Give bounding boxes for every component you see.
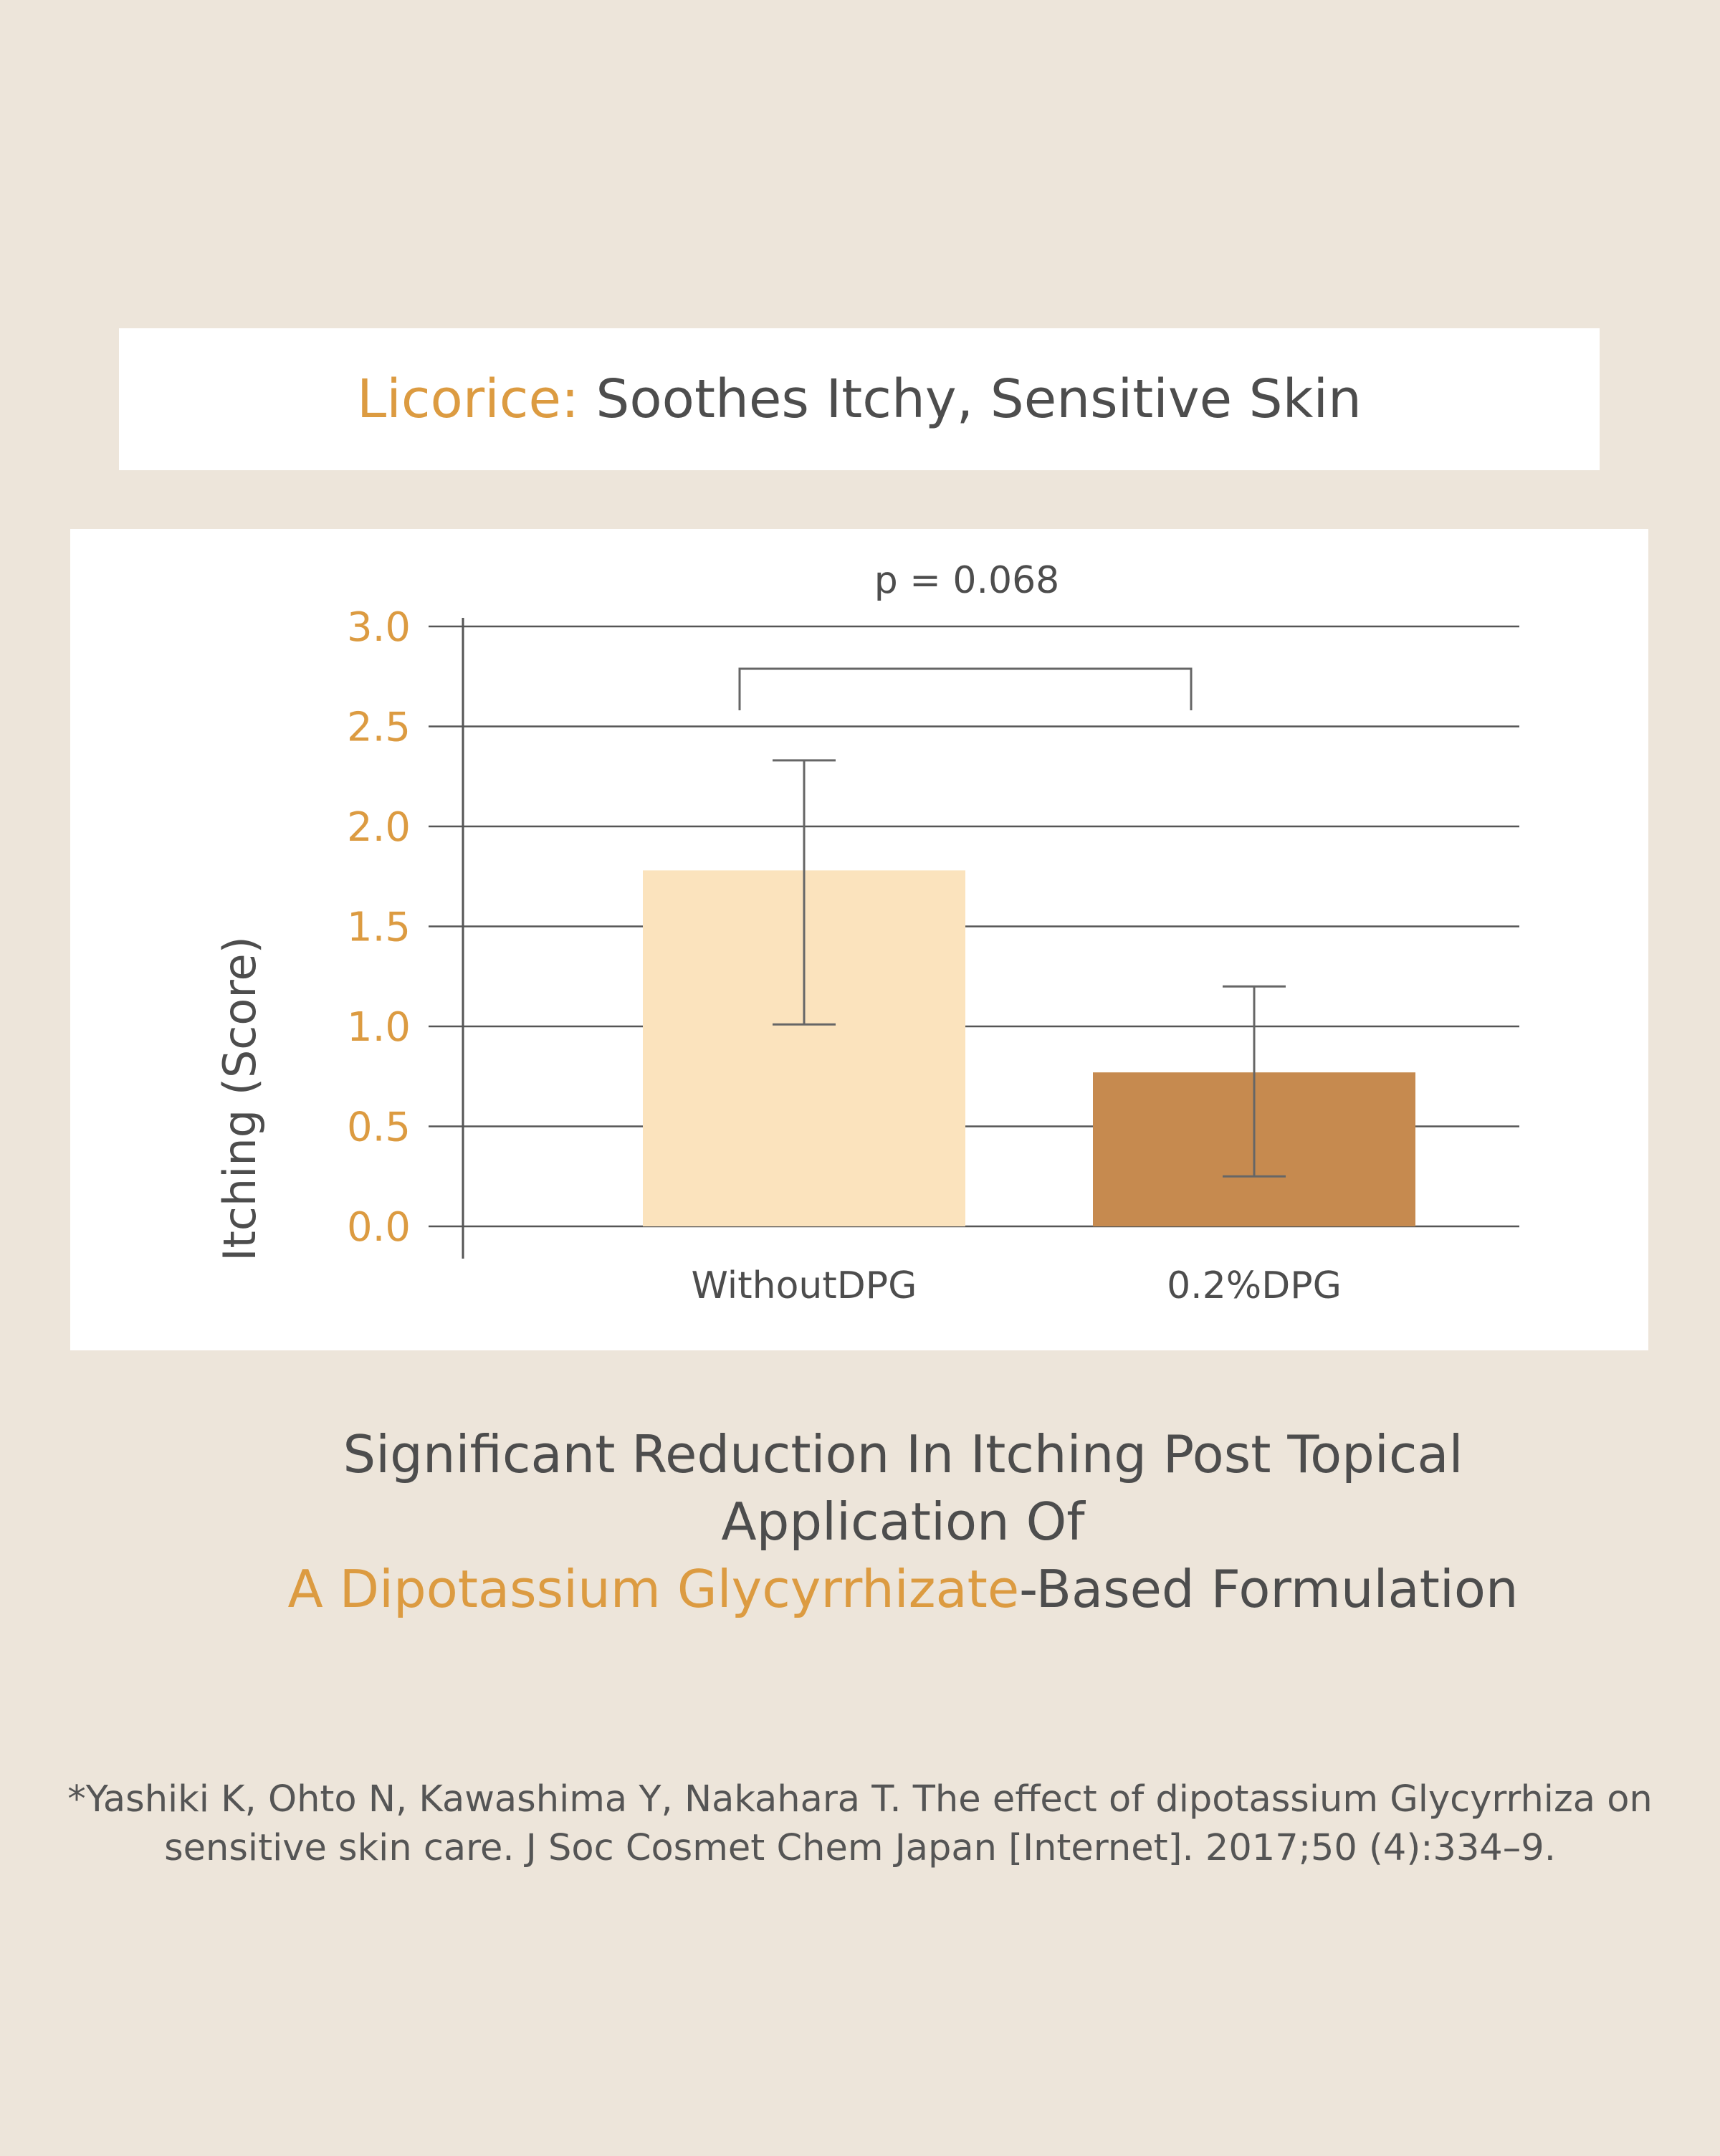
itching-bar-chart: 0.00.51.01.52.02.53.0 WithoutDPG 0.2%DPG … [214, 559, 1519, 1307]
caption-rest: -Based Formulation [1019, 1559, 1519, 1619]
page-title: Licorice: Soothes Itchy, Sensitive Skin [357, 368, 1362, 430]
chart-card: 0.0 0.5 1.0 1.5 2.0 2.5 3.0 WithoutDPG 0.2%DPG … [70, 529, 1648, 1350]
y-tick-label: 0.5 [347, 1105, 411, 1151]
title-banner: Licorice: Soothes Itchy, Sensitive Skin [119, 328, 1600, 470]
caption-line-3: A Dipotassium Glycyrrhizate-Based Formul… [115, 1555, 1691, 1623]
x-tick-label: WithoutDPG [692, 1264, 917, 1307]
y-tick-label: 3.0 [347, 604, 411, 651]
caption: Significant Reduction In Itching Post To… [115, 1421, 1691, 1623]
p-value-annotation: p = 0.068 [874, 559, 1060, 602]
title-rest: Soothes Itchy, Sensitive Skin [578, 368, 1362, 430]
y-tick-label: 0.0 [347, 1204, 411, 1251]
caption-line-2: Application Of [721, 1492, 1085, 1552]
caption-line-1: Significant Reduction In Itching Post To… [343, 1424, 1463, 1484]
significance-bracket [738, 667, 1193, 710]
y-tick-label: 1.5 [347, 905, 411, 951]
y-tick-label: 2.0 [347, 804, 411, 851]
caption-accent: A Dipotassium Glycyrrhizate [287, 1559, 1020, 1619]
reference-citation: *Yashiki K, Ohto N, Kawashima Y, Nakahar… [29, 1775, 1691, 1873]
y-axis-label: Itching (Score) [214, 936, 266, 1261]
reference-line-2: sensitive skin care. J Soc Cosmet Chem J… [164, 1827, 1556, 1869]
x-tick-label: 0.2%DPG [1167, 1264, 1342, 1307]
reference-line-1: *Yashiki K, Ohto N, Kawashima Y, Nakahar… [67, 1778, 1653, 1821]
y-tick-label: 1.0 [347, 1004, 411, 1051]
y-tick-label: 2.5 [347, 705, 411, 751]
title-accent: Licorice: [357, 368, 579, 430]
